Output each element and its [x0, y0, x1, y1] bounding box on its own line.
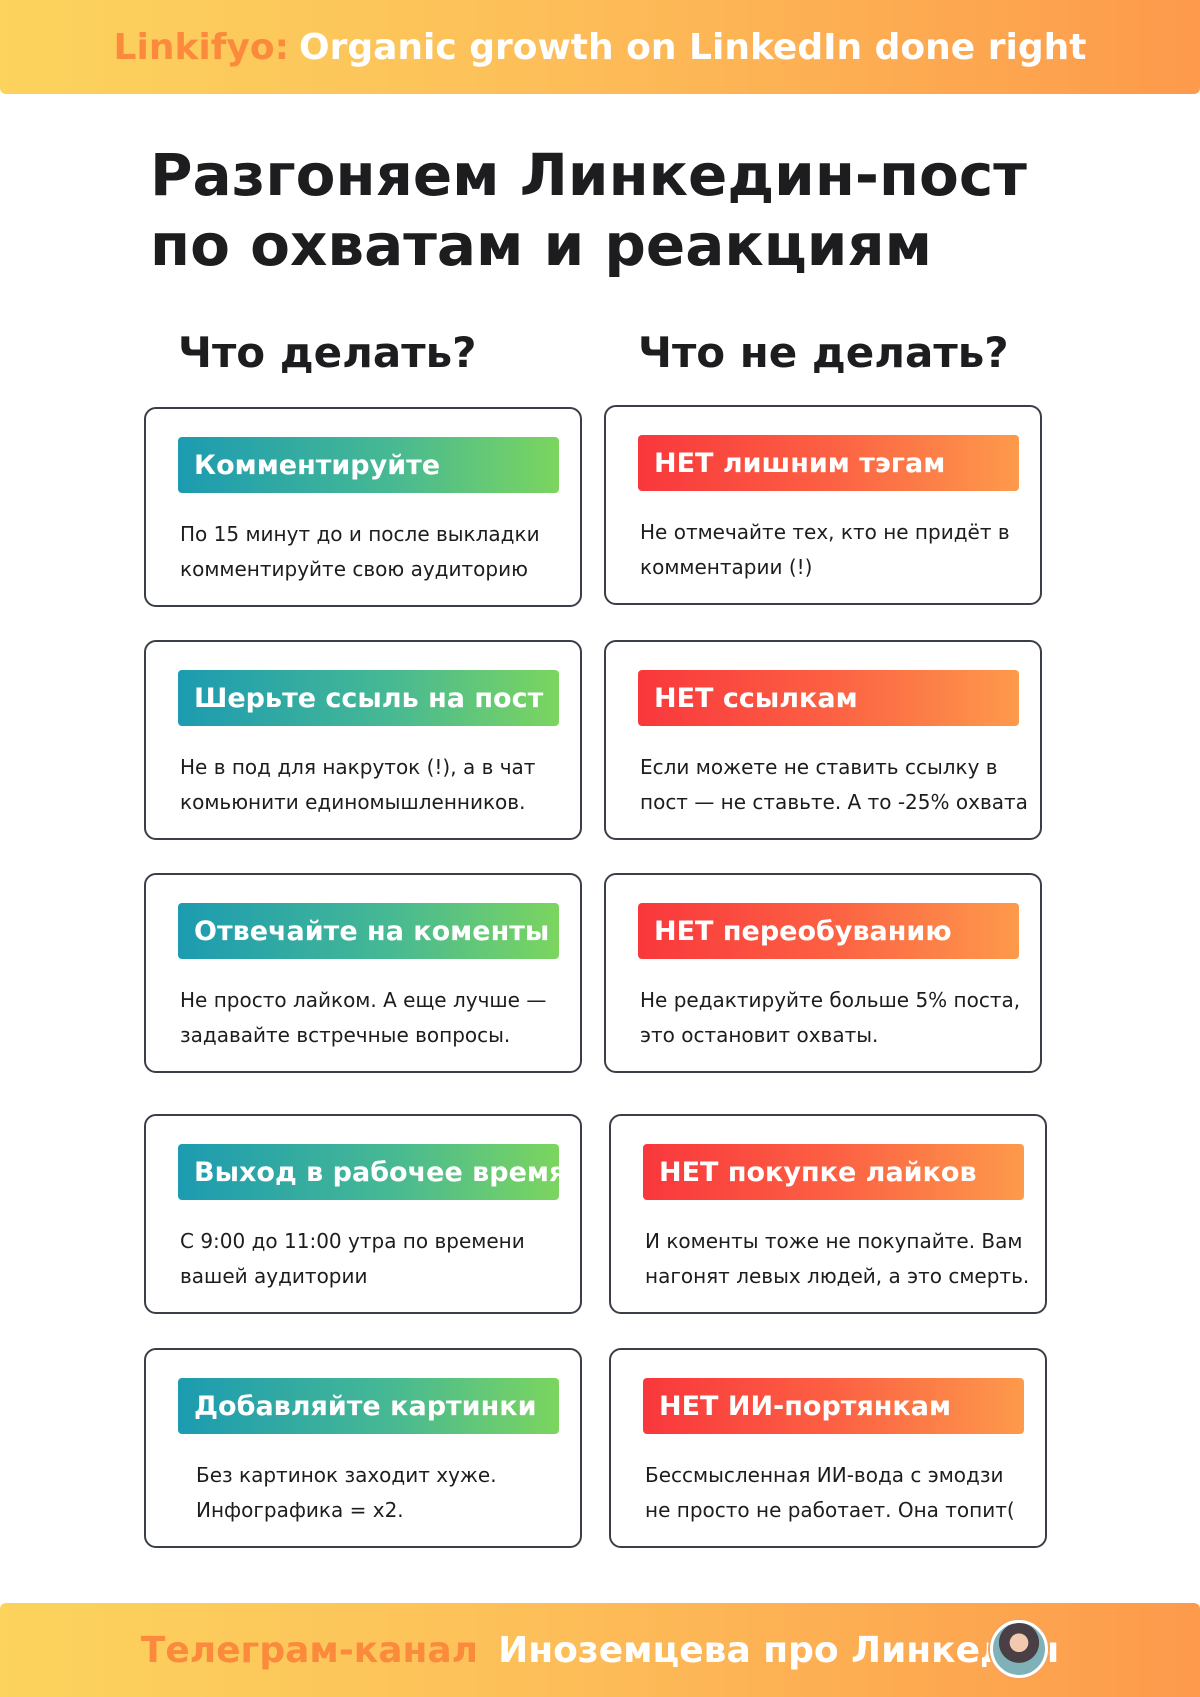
do-card-title: Отвечайте на коменты [178, 903, 559, 959]
do-card-images: Добавляйте картинки Без картинок заходит… [144, 1348, 582, 1548]
text-line: комментируйте свою аудиторию [180, 557, 528, 581]
dont-card-buying-likes: НЕТ покупке лайков И коменты тоже не пок… [609, 1114, 1047, 1314]
author-avatar [990, 1620, 1048, 1678]
do-card-text: Без картинок заходит хуже. Инфографика =… [196, 1458, 586, 1528]
do-card-title: Добавляйте картинки [178, 1378, 559, 1434]
dont-card-editing: НЕТ переобуванию Не редактируйте больше … [604, 873, 1042, 1073]
text-line: По 15 минут до и после выкладки [180, 522, 540, 546]
brand-name: Linkifyo: [113, 26, 289, 68]
text-line: С 9:00 до 11:00 утра по времени [180, 1229, 525, 1253]
dont-card-text: Не отмечайте тех, кто не придёт в коммен… [640, 515, 1030, 585]
header-banner: Linkifyo: Organic growth on LinkedIn done… [0, 0, 1200, 94]
text-line: это остановит охваты. [640, 1023, 879, 1047]
do-card-text: Не в под для накруток (!), а в чат комью… [180, 750, 570, 820]
title-line-2: по охватам и реакциям [150, 211, 933, 279]
do-card-text: По 15 минут до и после выкладки комменти… [180, 517, 570, 587]
text-line: вашей аудитории [180, 1264, 368, 1288]
dont-card-title: НЕТ лишним тэгам [638, 435, 1019, 491]
do-card-title: Шерьте ссыль на пост [178, 670, 559, 726]
dont-card-title: НЕТ покупке лайков [643, 1144, 1024, 1200]
dont-card-text: Бессмысленная ИИ-вода с эмодзи не просто… [645, 1458, 1035, 1528]
footer-channel-link[interactable]: Иноземцева про Линкедин [498, 1629, 1060, 1671]
dont-card-ai-text: НЕТ ИИ-портянкам Бессмысленная ИИ-вода с… [609, 1348, 1047, 1548]
do-card-title: Комментируйте [178, 437, 559, 493]
text-line: И коменты тоже не покупайте. Вам [645, 1229, 1023, 1253]
text-line: комментарии (!) [640, 555, 813, 579]
dont-card-links: НЕТ ссылкам Если можете не ставить ссылк… [604, 640, 1042, 840]
text-line: Если можете не ставить ссылку в [640, 755, 998, 779]
text-line: Инфографика = x2. [196, 1498, 404, 1522]
text-line: не просто не работает. Она топит( [645, 1498, 1015, 1522]
text-line: Не в под для накруток (!), а в чат [180, 755, 536, 779]
text-line: задавайте встречные вопросы. [180, 1023, 511, 1047]
dont-card-title: НЕТ переобуванию [638, 903, 1019, 959]
text-line: Бессмысленная ИИ-вода с эмодзи [645, 1463, 1004, 1487]
column-heading-dont: Что не делать? [638, 328, 1009, 377]
footer-label: Телеграм-канал [140, 1629, 479, 1671]
title-line-1: Разгоняем Линкедин-пост [150, 141, 1027, 209]
dont-card-title: НЕТ ссылкам [638, 670, 1019, 726]
dont-card-text: Если можете не ставить ссылку в пост — н… [640, 750, 1030, 820]
text-line: комьюнити единомышленников. [180, 790, 526, 814]
do-card-text: С 9:00 до 11:00 утра по времени вашей ау… [180, 1224, 570, 1294]
do-card-comment: Комментируйте По 15 минут до и после вык… [144, 407, 582, 607]
text-line: Без картинок заходит хуже. [196, 1463, 497, 1487]
do-card-title: Выход в рабочее время [178, 1144, 566, 1200]
do-card-share: Шерьте ссыль на пост Не в под для накрут… [144, 640, 582, 840]
header-tagline: Organic growth on LinkedIn done right [299, 26, 1087, 68]
text-line: Не просто лайком. А еще лучше — [180, 988, 547, 1012]
column-heading-do: Что делать? [178, 328, 477, 377]
dont-card-text: И коменты тоже не покупайте. Вам нагонят… [645, 1224, 1035, 1294]
text-line: Не отмечайте тех, кто не придёт в [640, 520, 1010, 544]
do-card-text: Не просто лайком. А еще лучше — задавайт… [180, 983, 570, 1053]
do-card-reply: Отвечайте на коменты Не просто лайком. А… [144, 873, 582, 1073]
page-title: Разгоняем Линкедин-пост по охватам и реа… [150, 140, 1110, 280]
do-card-timing: Выход в рабочее время С 9:00 до 11:00 ут… [144, 1114, 582, 1314]
text-line: нагонят левых людей, а это смерть. [645, 1264, 1030, 1288]
text-line: пост — не ставьте. А то -25% охвата [640, 790, 1028, 814]
dont-card-tags: НЕТ лишним тэгам Не отмечайте тех, кто н… [604, 405, 1042, 605]
text-line: Не редактируйте больше 5% поста, [640, 988, 1021, 1012]
dont-card-title: НЕТ ИИ-портянкам [643, 1378, 1024, 1434]
dont-card-text: Не редактируйте больше 5% поста, это ост… [640, 983, 1030, 1053]
